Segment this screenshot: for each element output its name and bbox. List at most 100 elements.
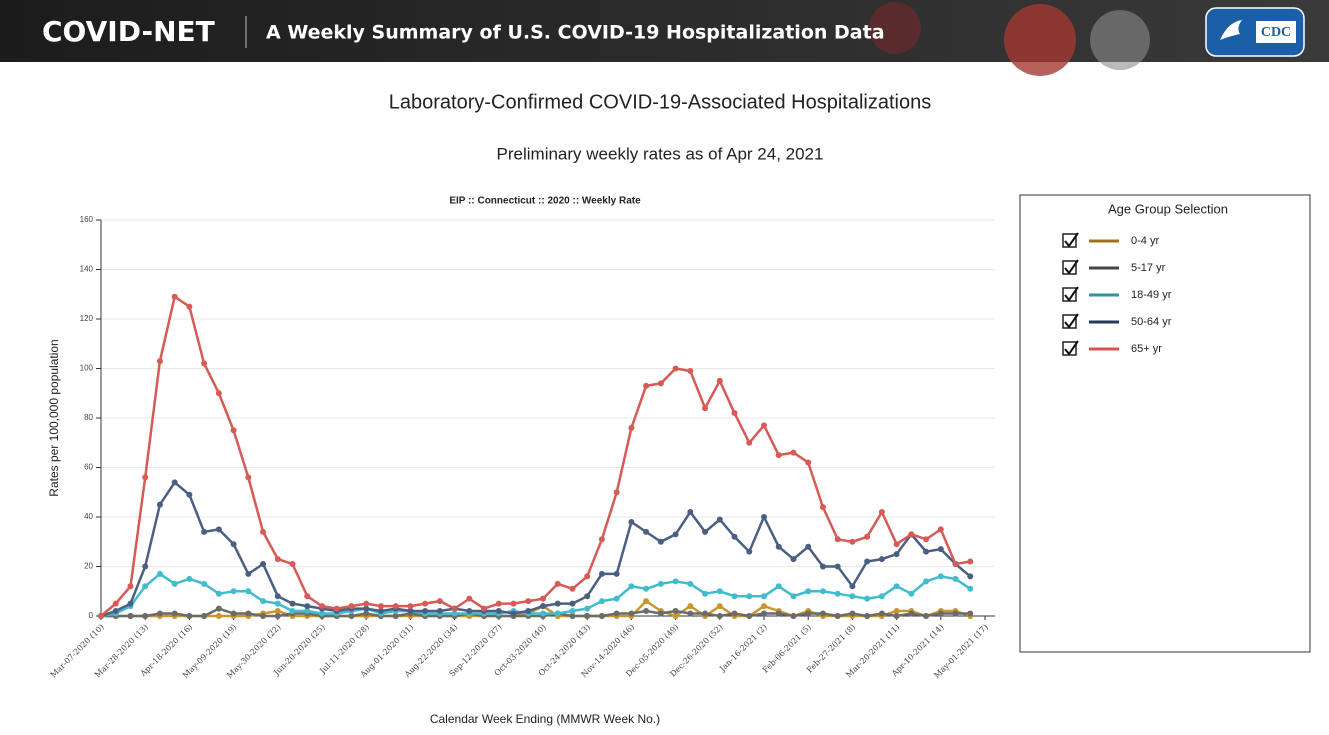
data-point bbox=[599, 571, 605, 577]
data-point bbox=[201, 361, 207, 367]
data-point bbox=[761, 603, 767, 609]
data-point bbox=[805, 611, 811, 617]
data-point bbox=[805, 544, 811, 550]
page-subtitle: Preliminary weekly rates as of Apr 24, 2… bbox=[497, 144, 824, 163]
y-axis-label: Rates per 100,000 population bbox=[47, 339, 61, 496]
data-point bbox=[835, 613, 841, 619]
data-point bbox=[142, 613, 148, 619]
x-axis-label: Calendar Week Ending (MMWR Week No.) bbox=[430, 712, 660, 726]
page: { "header": {"brand": "COVID-NET", "tagl… bbox=[0, 0, 1329, 730]
data-point bbox=[172, 294, 178, 300]
y-tick-label: 80 bbox=[84, 413, 93, 422]
data-point bbox=[157, 502, 163, 508]
data-point bbox=[437, 598, 443, 604]
legend-title: Age Group Selection bbox=[1108, 201, 1228, 216]
data-point bbox=[127, 583, 133, 589]
data-point bbox=[216, 613, 222, 619]
data-point bbox=[525, 598, 531, 604]
data-point bbox=[776, 611, 782, 617]
data-point bbox=[702, 529, 708, 535]
data-point bbox=[953, 611, 959, 617]
data-point bbox=[643, 529, 649, 535]
data-point bbox=[481, 606, 487, 612]
data-point bbox=[746, 549, 752, 555]
data-point bbox=[540, 603, 546, 609]
data-point bbox=[938, 573, 944, 579]
data-point bbox=[835, 536, 841, 542]
data-point bbox=[98, 613, 104, 619]
data-point bbox=[732, 534, 738, 540]
data-point bbox=[496, 601, 502, 607]
data-point bbox=[658, 581, 664, 587]
data-point bbox=[820, 564, 826, 570]
y-tick-label: 60 bbox=[84, 463, 93, 472]
data-point bbox=[201, 581, 207, 587]
data-point bbox=[717, 603, 723, 609]
data-point bbox=[614, 489, 620, 495]
data-point bbox=[157, 358, 163, 364]
data-point bbox=[790, 593, 796, 599]
data-point bbox=[245, 588, 251, 594]
data-point bbox=[260, 598, 266, 604]
data-point bbox=[776, 583, 782, 589]
data-point bbox=[820, 588, 826, 594]
data-point bbox=[673, 531, 679, 537]
data-point bbox=[216, 591, 222, 597]
data-point bbox=[260, 613, 266, 619]
data-point bbox=[201, 529, 207, 535]
data-point bbox=[643, 598, 649, 604]
data-point bbox=[584, 593, 590, 599]
data-point bbox=[113, 601, 119, 607]
data-point bbox=[658, 380, 664, 386]
data-point bbox=[290, 608, 296, 614]
data-point bbox=[761, 422, 767, 428]
data-point bbox=[776, 452, 782, 458]
data-point bbox=[894, 583, 900, 589]
data-point bbox=[643, 383, 649, 389]
data-point bbox=[216, 390, 222, 396]
data-point bbox=[717, 516, 723, 522]
data-point bbox=[525, 608, 531, 614]
data-point bbox=[555, 581, 561, 587]
data-point bbox=[790, 556, 796, 562]
x-tick-label: Jan-16-2021 (2) bbox=[717, 622, 769, 674]
y-tick-label: 160 bbox=[80, 215, 94, 224]
data-point bbox=[761, 611, 767, 617]
data-point bbox=[790, 450, 796, 456]
data-point bbox=[466, 596, 472, 602]
data-point bbox=[127, 613, 133, 619]
data-point bbox=[599, 536, 605, 542]
data-point bbox=[864, 596, 870, 602]
data-point bbox=[599, 613, 605, 619]
data-point bbox=[245, 474, 251, 480]
data-point bbox=[614, 611, 620, 617]
data-point bbox=[393, 603, 399, 609]
legend-label: 5-17 yr bbox=[1131, 262, 1166, 274]
data-point bbox=[790, 613, 796, 619]
y-tick-label: 40 bbox=[84, 512, 93, 521]
data-point bbox=[334, 606, 340, 612]
data-point bbox=[614, 571, 620, 577]
data-point bbox=[157, 571, 163, 577]
data-point bbox=[245, 611, 251, 617]
data-point bbox=[820, 611, 826, 617]
data-point bbox=[732, 410, 738, 416]
data-point bbox=[584, 613, 590, 619]
data-point bbox=[216, 606, 222, 612]
data-point bbox=[967, 586, 973, 592]
data-point bbox=[378, 603, 384, 609]
data-point bbox=[687, 509, 693, 515]
data-point bbox=[938, 526, 944, 532]
data-point bbox=[304, 593, 310, 599]
data-point bbox=[319, 603, 325, 609]
data-point bbox=[290, 561, 296, 567]
data-point bbox=[820, 504, 826, 510]
data-point bbox=[186, 304, 192, 310]
data-point bbox=[879, 556, 885, 562]
data-point bbox=[776, 544, 782, 550]
data-point bbox=[569, 608, 575, 614]
data-point bbox=[172, 611, 178, 617]
data-point bbox=[879, 593, 885, 599]
cdc-logo-text: CDC bbox=[1261, 25, 1291, 40]
data-point bbox=[363, 601, 369, 607]
